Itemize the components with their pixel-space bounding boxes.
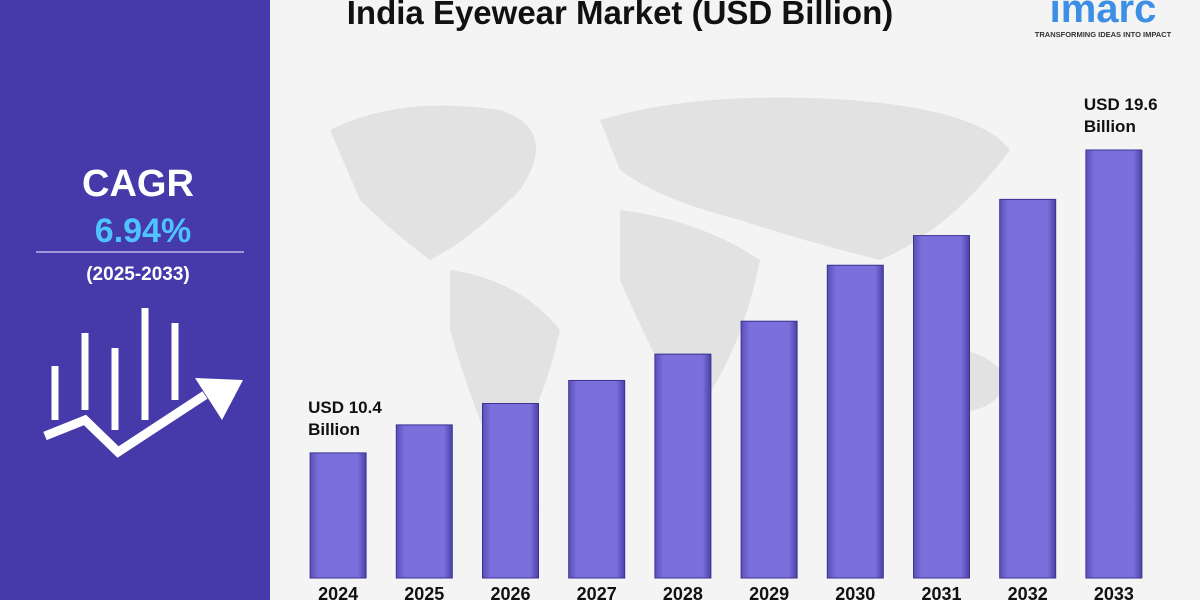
logo-tagline: TRANSFORMING IDEAS INTO IMPACT <box>1035 30 1172 39</box>
x-tick-label: 2027 <box>577 584 617 600</box>
sidebar-panel <box>0 0 270 600</box>
bar <box>568 379 626 579</box>
bar <box>482 403 539 579</box>
value-label: USD 10.4 Billion <box>308 397 382 439</box>
cagr-value: 6.94% <box>95 212 191 250</box>
bar <box>309 452 367 579</box>
x-tick-label: 2028 <box>663 584 703 600</box>
x-tick-label: 2031 <box>921 584 961 600</box>
x-tick-label: 2029 <box>749 584 789 600</box>
bar <box>740 320 798 579</box>
bar <box>1085 149 1143 579</box>
bar <box>913 235 970 579</box>
x-tick-label: 2032 <box>1008 584 1048 600</box>
growth-icon <box>43 308 243 458</box>
value-label: USD 19.6 Billion <box>1083 95 1158 136</box>
bar <box>395 424 453 579</box>
x-tick-label: 2026 <box>490 584 530 600</box>
bar <box>654 353 712 579</box>
chart-title: India Eyewear Market (USD Billion) <box>347 0 893 31</box>
x-tick-label: 2030 <box>835 584 875 600</box>
x-tick-label: 2025 <box>404 584 444 600</box>
cagr-label: CAGR <box>82 163 194 205</box>
bar <box>826 264 884 579</box>
x-tick-label: 2033 <box>1094 584 1134 600</box>
cagr-period: (2025-2033) <box>86 264 190 285</box>
logo-name: imarc <box>1050 0 1157 31</box>
bar <box>999 198 1057 579</box>
x-tick-label: 2024 <box>318 584 358 600</box>
